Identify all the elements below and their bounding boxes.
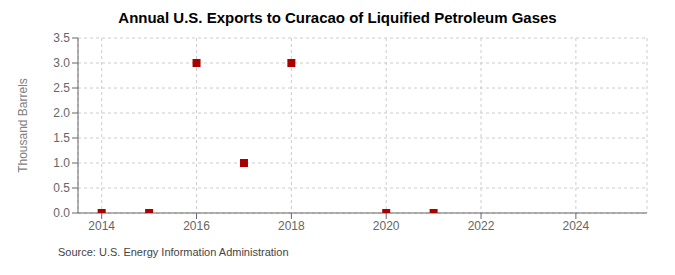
html-text:Annual U.S. Exports to Curacao: Annual U.S. Exports to Curacao of Liquif… [118,9,557,26]
svg-text:2020: 2020 [373,219,400,233]
svg-text:2016: 2016 [183,219,210,233]
svg-text:1.0: 1.0 [53,156,70,170]
svg-text:2018: 2018 [278,219,305,233]
svg-text:2022: 2022 [468,219,495,233]
svg-text:3.0: 3.0 [53,56,70,70]
svg-text:0.0: 0.0 [53,206,70,220]
svg-text:2.5: 2.5 [53,81,70,95]
svg-text:0.5: 0.5 [53,181,70,195]
svg-text:2024: 2024 [563,219,590,233]
svg-text:2.0: 2.0 [53,106,70,120]
svg-text:2014: 2014 [88,219,115,233]
svg-text:1.5: 1.5 [53,131,70,145]
html-text:Source: U.S. Energy Informatio: Source: U.S. Energy Information Administ… [58,246,289,258]
svg-text:3.5: 3.5 [53,31,70,45]
svg-text:Thousand Barrels: Thousand Barrels [16,78,30,173]
